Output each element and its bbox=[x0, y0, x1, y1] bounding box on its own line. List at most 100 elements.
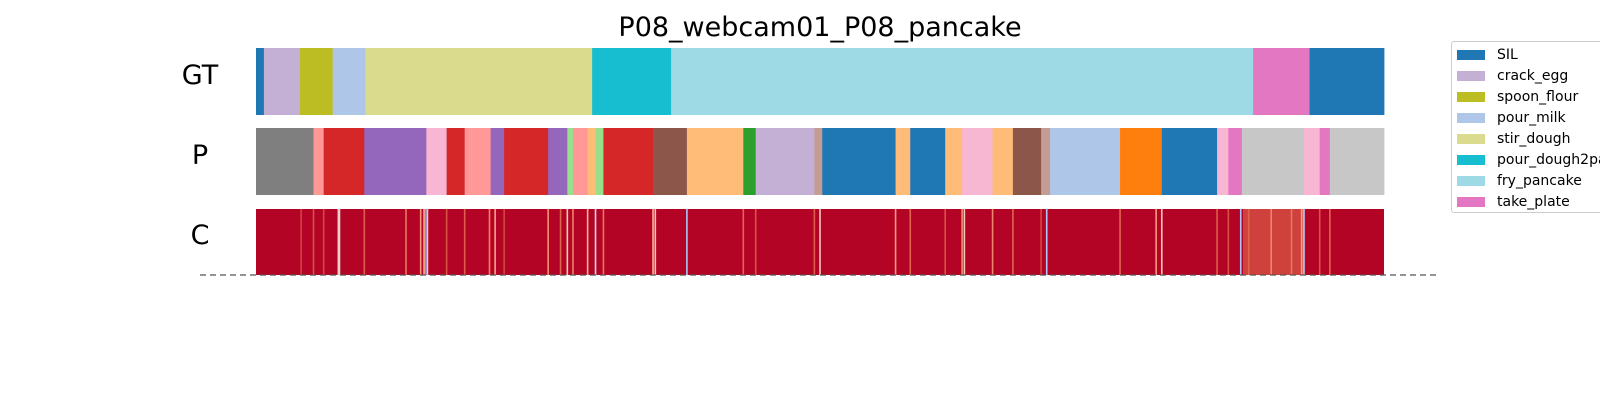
p-segment bbox=[587, 128, 596, 195]
p-segment bbox=[572, 128, 589, 195]
p-segment bbox=[1012, 128, 1042, 195]
legend-label: spoon_flour bbox=[1497, 89, 1579, 105]
c-confidence-mark bbox=[963, 209, 966, 275]
c-confidence-mark bbox=[1155, 209, 1157, 275]
c-confidence-mark bbox=[1290, 209, 1293, 275]
p-segment bbox=[910, 128, 946, 195]
c-confidence-mark bbox=[1318, 209, 1321, 275]
c-confidence-mark bbox=[1300, 209, 1303, 275]
c-confidence-mark bbox=[494, 209, 496, 275]
c-confidence-mark bbox=[813, 209, 816, 275]
p-segment bbox=[504, 128, 549, 195]
legend-label: take_plate bbox=[1497, 194, 1570, 210]
c-confidence-mark bbox=[1216, 209, 1218, 275]
c-confidence-mark bbox=[463, 209, 466, 275]
p-segment bbox=[945, 128, 963, 195]
p-segment bbox=[755, 128, 815, 195]
c-confidence-mark bbox=[944, 209, 947, 275]
c-confidence-mark bbox=[338, 209, 341, 275]
legend-swatch bbox=[1457, 134, 1485, 144]
gt-segment bbox=[671, 48, 1254, 115]
c-confidence-mark bbox=[1303, 209, 1305, 275]
legend-label: crack_egg bbox=[1497, 68, 1569, 84]
gt-segment bbox=[263, 48, 301, 115]
p-segment bbox=[743, 128, 757, 195]
c-confidence-mark bbox=[1012, 209, 1014, 275]
c-confidence-mark bbox=[961, 209, 963, 275]
p-segment bbox=[595, 128, 604, 195]
legend-item: stir_dough bbox=[1457, 129, 1571, 149]
c-confidence-mark bbox=[572, 209, 574, 275]
c-confidence-mark bbox=[1239, 209, 1242, 275]
p-segment bbox=[814, 128, 823, 195]
c-confidence-mark bbox=[602, 209, 605, 275]
p-segment bbox=[464, 128, 492, 195]
legend-label: pour_milk bbox=[1497, 110, 1566, 126]
p-row bbox=[256, 128, 1385, 195]
p-segment bbox=[1303, 128, 1321, 195]
row-label-c: C bbox=[190, 220, 210, 251]
legend-label: pour_dough2pa bbox=[1497, 152, 1600, 168]
c-confidence-mark bbox=[423, 209, 425, 275]
c-confidence-mark bbox=[1040, 209, 1042, 275]
legend-item: SIL bbox=[1457, 45, 1518, 65]
segment-bars bbox=[200, 48, 1440, 276]
gt-row bbox=[256, 48, 1385, 115]
legend-swatch bbox=[1457, 155, 1485, 165]
legend: SIL crack_egg spoon_flour pour_milk stir_dou… bbox=[1451, 41, 1600, 213]
gt-segment bbox=[1309, 48, 1385, 115]
legend-item: pour_dough2pa bbox=[1457, 150, 1600, 170]
c-confidence-mark bbox=[654, 209, 657, 275]
c-confidence-mark bbox=[337, 209, 340, 275]
p-segment bbox=[364, 128, 427, 195]
p-segment bbox=[962, 128, 993, 195]
p-segment bbox=[603, 128, 654, 195]
gt-segment bbox=[256, 48, 265, 115]
c-confidence-mark bbox=[322, 209, 325, 275]
c-confidence-mark bbox=[312, 209, 315, 275]
gt-segment bbox=[1253, 48, 1310, 115]
p-segment bbox=[1161, 128, 1218, 195]
c-confidence-mark bbox=[426, 209, 429, 275]
c-confidence-mark bbox=[1160, 209, 1163, 275]
p-segment bbox=[548, 128, 568, 195]
gt-segment bbox=[365, 48, 593, 115]
legend-label: stir_dough bbox=[1497, 131, 1571, 147]
row-label-p: P bbox=[191, 140, 209, 171]
legend-item: fry_pancake bbox=[1457, 171, 1582, 191]
p-segment bbox=[895, 128, 911, 195]
c-confidence-mark bbox=[300, 209, 302, 275]
p-segment bbox=[1241, 128, 1305, 195]
p-segment bbox=[490, 128, 505, 195]
c-confidence-mark bbox=[547, 209, 549, 275]
legend-swatch bbox=[1457, 92, 1485, 102]
p-segment bbox=[1041, 128, 1051, 195]
c-confidence-mark bbox=[909, 209, 912, 275]
p-segment bbox=[1050, 128, 1121, 195]
c-confidence-mark bbox=[566, 209, 569, 275]
p-segment bbox=[686, 128, 744, 195]
legend-swatch bbox=[1457, 113, 1485, 123]
c-confidence-mark bbox=[1247, 209, 1250, 275]
gt-segment bbox=[592, 48, 672, 115]
c-confidence-mark bbox=[819, 209, 821, 275]
row-label-gt: GT bbox=[181, 60, 219, 91]
p-segment bbox=[1217, 128, 1229, 195]
c-confidence-mark bbox=[559, 209, 562, 275]
p-segment bbox=[323, 128, 365, 195]
p-segment bbox=[822, 128, 896, 195]
c-confidence-mark bbox=[742, 209, 745, 275]
legend-swatch bbox=[1457, 71, 1485, 81]
legend-item: crack_egg bbox=[1457, 66, 1568, 86]
c-confidence-mark bbox=[594, 209, 597, 275]
legend-item: pour_milk bbox=[1457, 108, 1566, 128]
c-row bbox=[256, 209, 1384, 275]
c-confidence-mark bbox=[503, 209, 505, 275]
c-confidence-mark bbox=[363, 209, 366, 275]
chart-title: P08_webcam01_P08_pancake bbox=[618, 12, 1022, 43]
p-segment bbox=[313, 128, 325, 195]
legend-label: fry_pancake bbox=[1497, 173, 1582, 189]
legend-swatch bbox=[1457, 176, 1485, 186]
c-confidence-mark bbox=[405, 209, 407, 275]
